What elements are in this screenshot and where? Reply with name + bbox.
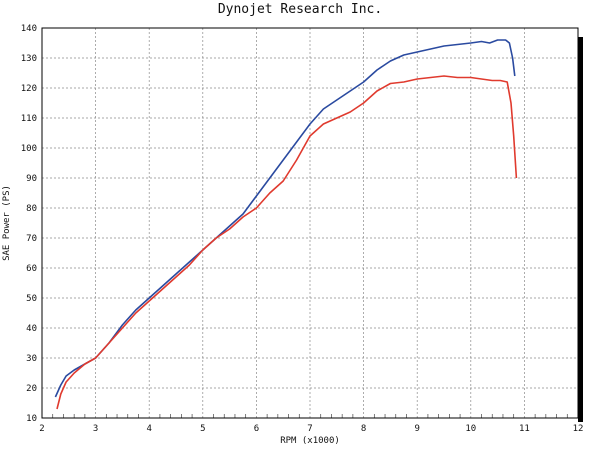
x-tick-label: 6 — [254, 424, 259, 434]
y-tick-label: 130 — [21, 54, 37, 64]
x-tick-label: 12 — [573, 424, 584, 434]
y-tick-label: 60 — [26, 264, 37, 274]
tick-layer: 2 3 4 5 6 7 8 9 10 11 12 10 20 30 40 50 60 70 80 90 100 110 12… — [21, 24, 584, 434]
y-tick-label: 40 — [26, 324, 37, 334]
x-tick-label: 10 — [465, 424, 476, 434]
x-tick-label: 9 — [414, 424, 419, 434]
frame-shadow — [578, 37, 583, 422]
x-axis-title: RPM (x1000) — [280, 436, 340, 446]
series-layer — [54, 39, 518, 410]
x-tick-label: 11 — [519, 424, 530, 434]
plot-frame — [41, 27, 579, 419]
y-tick-label: 100 — [21, 144, 37, 154]
grid-layer — [42, 28, 578, 418]
x-tick-label: 7 — [307, 424, 312, 434]
y-tick-label: 140 — [21, 24, 37, 34]
series-line-1 — [54, 39, 516, 398]
series-line-2 — [56, 75, 518, 410]
chart-title: Dynojet Research Inc. — [218, 2, 382, 17]
y-tick-label: 70 — [26, 234, 37, 244]
y-tick-label: 50 — [26, 294, 37, 304]
x-tick-label: 5 — [200, 424, 205, 434]
y-axis-title: SAE Power (PS) — [2, 185, 12, 261]
y-tick-label: 90 — [26, 174, 37, 184]
y-tick-label: 30 — [26, 354, 37, 364]
y-tick-label: 120 — [21, 84, 37, 94]
y-tick-label: 20 — [26, 384, 37, 394]
x-tick-label: 3 — [93, 424, 98, 434]
y-tick-label: 80 — [26, 204, 37, 214]
y-tick-label: 110 — [21, 114, 37, 124]
y-tick-label: 10 — [26, 414, 37, 424]
x-tick-label: 2 — [39, 424, 44, 434]
x-tick-label: 4 — [146, 424, 151, 434]
x-tick-label: 8 — [361, 424, 366, 434]
